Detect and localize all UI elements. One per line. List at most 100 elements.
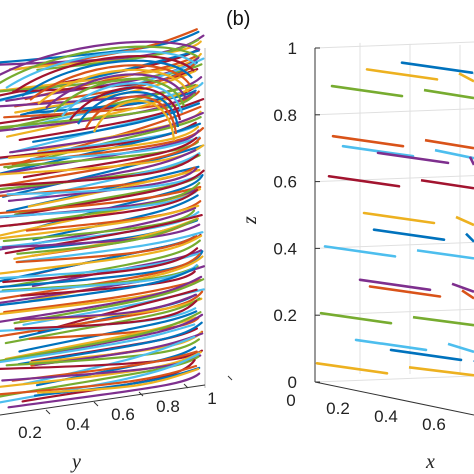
streamline	[27, 168, 201, 208]
data-line	[327, 174, 401, 188]
data-line	[358, 278, 432, 292]
x-tick-label: 0.6	[422, 415, 446, 434]
streamline	[0, 355, 200, 398]
streamline	[4, 297, 201, 345]
data-line	[420, 178, 474, 190]
data-line	[451, 282, 474, 294]
y-tick-label: 0.8	[156, 397, 180, 416]
streamline	[0, 364, 198, 396]
data-line	[362, 211, 436, 225]
streamline	[13, 54, 195, 93]
y-tick-mark	[45, 409, 51, 415]
data-line	[389, 348, 463, 362]
z-tick-label: 0.8	[273, 106, 297, 125]
grid-line	[314, 375, 474, 383]
streamline	[29, 64, 191, 101]
streamline	[0, 83, 197, 131]
y-tick-label: 0.4	[66, 415, 90, 434]
streamline	[0, 311, 202, 362]
data-line	[447, 342, 474, 354]
x-axis-line	[314, 381, 474, 416]
streamline	[37, 68, 189, 105]
streamline	[31, 249, 203, 288]
grid-line	[314, 175, 474, 183]
streamline	[0, 188, 199, 228]
streamline	[92, 99, 176, 142]
z-tick-label: 0.2	[273, 306, 297, 325]
streamline	[16, 218, 198, 255]
data-line	[423, 88, 474, 100]
y-axis-line	[0, 384, 206, 416]
streamline	[17, 321, 203, 366]
panel-b: (b) z x 0 0.2 0.4 0.6 0.8 1 0 0.2 0.4 0.6	[226, 8, 474, 473]
streamline	[85, 95, 178, 135]
data-line	[455, 215, 474, 227]
x-tick-label: 0	[286, 391, 295, 410]
z-tick-label: 0	[288, 373, 297, 392]
panel-b-label: (b)	[226, 8, 250, 30]
data-line	[412, 315, 474, 327]
streamline	[21, 59, 193, 97]
panel-a: 0.2 0.4 0.6 0.8 1	[0, 28, 233, 442]
streamline	[2, 209, 196, 243]
z-tick-label: 1	[288, 39, 297, 58]
z-tick-label: 0.6	[273, 173, 297, 192]
data-line	[331, 134, 405, 148]
streamline	[45, 73, 188, 109]
y-tick-mark	[227, 375, 233, 381]
grid-line	[314, 241, 474, 249]
streamline	[0, 275, 203, 323]
z-tick-label: 0.4	[273, 239, 297, 258]
y-tick-mark	[93, 401, 99, 407]
streamline	[0, 40, 201, 77]
streamline	[69, 86, 182, 121]
streamline	[5, 50, 197, 89]
streamline	[26, 313, 204, 359]
streamline	[7, 167, 198, 202]
streamline	[0, 253, 201, 300]
streamline	[0, 204, 200, 240]
data-line	[354, 338, 428, 352]
streamline	[8, 181, 201, 227]
data-line	[458, 72, 474, 83]
data-line	[365, 68, 439, 81]
data-line	[424, 138, 474, 150]
data-line	[323, 245, 397, 258]
streamline	[61, 82, 184, 117]
data-line	[319, 311, 393, 325]
streamline	[0, 93, 196, 129]
streamline	[13, 278, 205, 325]
y-tick-label: 1	[207, 389, 216, 408]
y-tick-label: 0.6	[111, 405, 135, 424]
data-line	[434, 148, 474, 160]
data-line	[416, 249, 474, 260]
streamline	[0, 234, 203, 275]
data-line	[368, 285, 442, 298]
streamline	[0, 45, 199, 85]
x-tick-label: 0.2	[326, 399, 350, 418]
streamline	[30, 57, 205, 119]
streamline	[0, 185, 202, 215]
streamline	[0, 129, 200, 176]
streamline	[2, 247, 199, 284]
streamline	[4, 316, 197, 361]
streamline	[15, 235, 198, 264]
y-tick-mark	[183, 383, 189, 389]
data-line	[372, 228, 446, 241]
data-line	[330, 84, 404, 98]
streamline	[18, 310, 198, 353]
streamline	[0, 153, 199, 187]
streamline	[53, 77, 186, 113]
streamline	[14, 299, 198, 330]
data-line	[341, 144, 415, 158]
streamline	[0, 137, 201, 187]
grid-line	[314, 308, 474, 316]
streamline	[6, 116, 202, 169]
streamline	[19, 293, 198, 321]
z-axis-label: z	[239, 216, 261, 225]
streamline	[7, 125, 200, 159]
streamline	[0, 323, 196, 364]
y-tick-label: 0.2	[18, 423, 42, 442]
streamline	[29, 136, 201, 161]
